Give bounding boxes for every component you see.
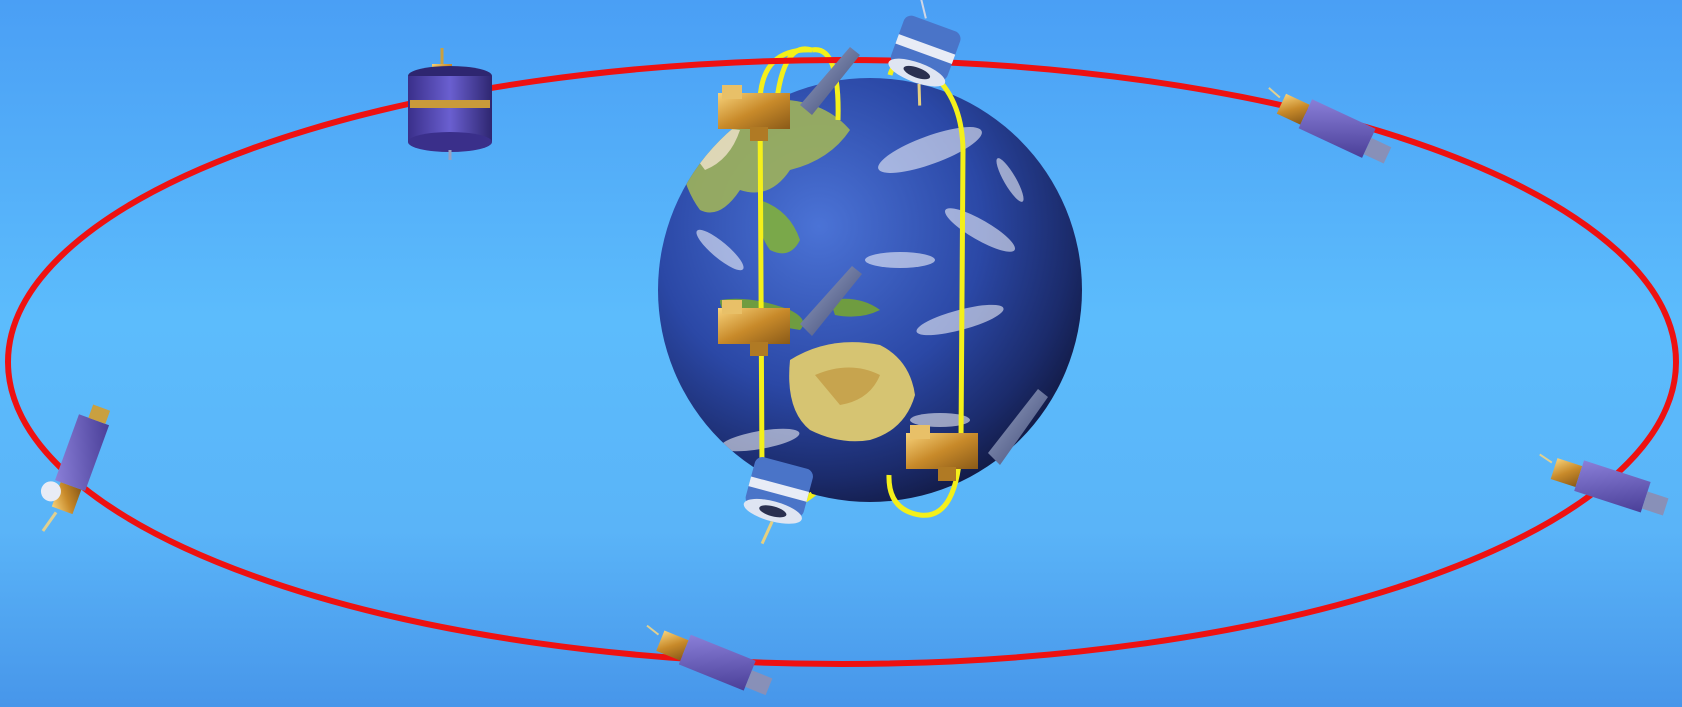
polar-satellite-bottom-right xyxy=(906,389,1048,481)
polar-satellite-top-left xyxy=(718,47,860,141)
spin-stabilized-satellite xyxy=(408,48,492,160)
three-axis-satellite-left xyxy=(40,404,111,532)
drum-satellite-bottom xyxy=(743,457,813,545)
three-axis-satellite-right xyxy=(1539,453,1669,516)
three-axis-satellite-top-right xyxy=(1268,87,1392,164)
three-axis-satellite-bottom xyxy=(646,624,773,696)
drum-satellite-top xyxy=(888,0,961,106)
polar-satellite-mid-left xyxy=(718,266,862,356)
